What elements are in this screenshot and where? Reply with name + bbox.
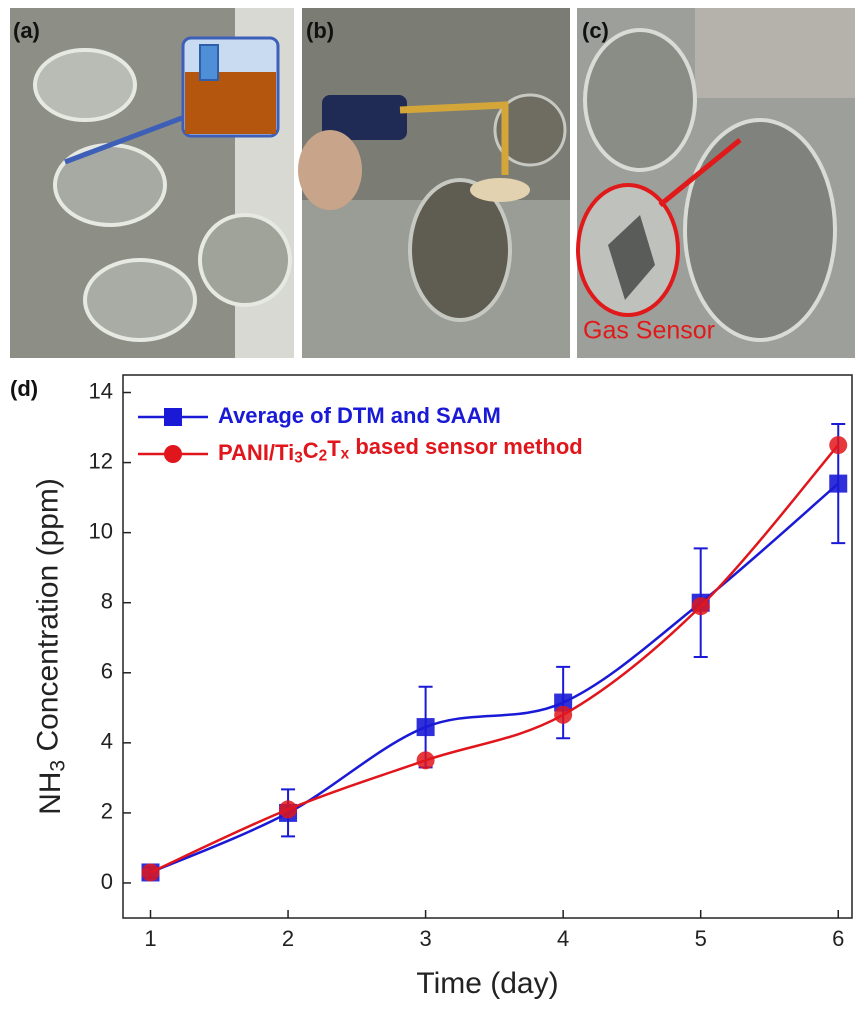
series-line [151,484,839,873]
legend-label: PANI/Ti3C2Tx based sensor method [218,434,583,467]
panel-label: (b) [306,18,334,43]
y-tick-label: 10 [89,518,113,543]
legend-marker [164,408,182,426]
panel-label: (d) [10,376,38,401]
y-tick-label: 12 [89,448,113,473]
figure: (a) (b) (c) Gas Sensor (d) 0246810121412… [0,0,855,1009]
y-tick-label: 6 [101,659,113,684]
legend-label: Average of DTM and SAAM [218,403,501,428]
x-tick-label: 5 [695,926,707,951]
marker [417,718,435,736]
sensor-label: Gas Sensor [583,317,715,345]
x-tick-label: 2 [282,926,294,951]
panel-label: (a) [13,18,40,43]
x-tick-label: 1 [144,926,156,951]
marker [142,863,160,881]
y-axis-label: NH3 Concentration (ppm) [31,478,69,815]
marker [279,800,297,818]
marker [829,475,847,493]
legend-marker [164,445,182,463]
y-tick-label: 2 [101,799,113,824]
marker [417,751,435,769]
marker [692,597,710,615]
x-tick-label: 4 [557,926,569,951]
photo-a [10,8,294,358]
x-tick-label: 3 [419,926,431,951]
y-tick-label: 4 [101,729,113,754]
photo-c [577,8,855,358]
y-tick-label: 14 [89,378,113,403]
x-axis-label: Time (day) [416,967,558,1000]
series-line [151,445,839,872]
panel-label: (c) [582,18,609,43]
y-tick-label: 8 [101,589,113,614]
marker [829,436,847,454]
y-tick-label: 0 [101,869,113,894]
marker [554,706,572,724]
x-tick-label: 6 [832,926,844,951]
photo-b [298,8,570,358]
